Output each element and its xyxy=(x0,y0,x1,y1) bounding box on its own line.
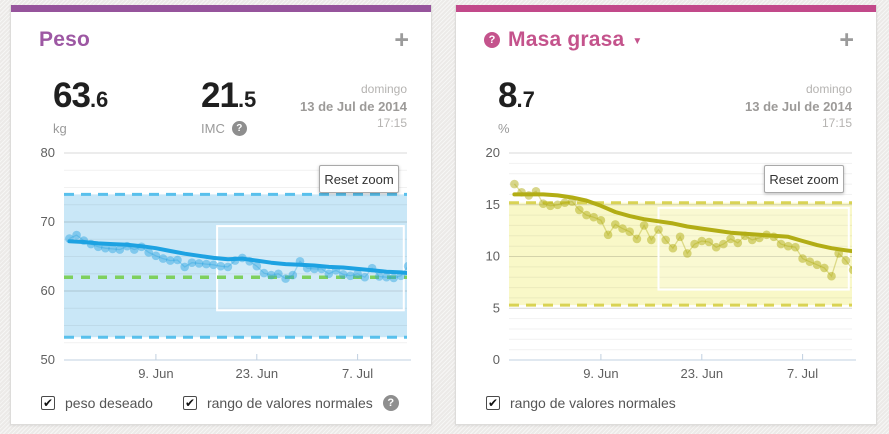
timestamp-time: 17:15 xyxy=(821,116,852,130)
imc-value: 21 xyxy=(201,76,239,115)
timestamp-time: 17:15 xyxy=(376,116,407,130)
legend-row: ✔ peso deseado ✔ rango de valores normal… xyxy=(41,395,399,411)
legend-goal-weight[interactable]: ✔ peso deseado xyxy=(41,395,153,411)
timestamp-date: 13 de Jul de 2014 xyxy=(300,99,407,114)
accent-bar xyxy=(456,5,876,12)
legend-normal-range[interactable]: ✔ rango de valores normales xyxy=(486,395,676,411)
panel-header: ? Masa grasa ▼ + xyxy=(456,12,876,54)
fat-mass-unit: % xyxy=(498,121,510,136)
weight-chart: 9. Jun 23. Jun 7. Jul 50 60 70 80 xyxy=(11,143,433,390)
timestamp-date: 13 de Jul de 2014 xyxy=(745,99,852,114)
add-measure-button[interactable]: + xyxy=(394,26,409,54)
fat-mass-value: 8 xyxy=(498,76,517,115)
weight-decimal: .6 xyxy=(89,87,109,112)
panel-header: Peso + xyxy=(11,12,431,54)
normal-range-label: rango de valores normales xyxy=(510,395,676,411)
normal-range-help-icon[interactable]: ? xyxy=(382,395,399,411)
svg-text:5: 5 xyxy=(493,300,500,315)
svg-text:20: 20 xyxy=(486,145,500,160)
panel-peso: Peso + 63.6 kg 21.5 IMC ? domingo 13 de … xyxy=(10,5,432,425)
fat-mass-decimal: .7 xyxy=(516,87,535,112)
timestamp: domingo 13 de Jul de 2014 17:15 xyxy=(745,81,852,132)
panel-masa-grasa: ? Masa grasa ▼ + 8.7 % domingo 13 de Jul… xyxy=(455,5,877,425)
imc-help-icon[interactable]: ? xyxy=(231,121,247,136)
legend-normal-range[interactable]: ✔ rango de valores normales ? xyxy=(182,395,399,411)
svg-text:0: 0 xyxy=(493,352,500,367)
page-title: Peso xyxy=(39,28,90,51)
normal-range-checkbox[interactable]: ✔ xyxy=(486,396,500,410)
normal-range-checkbox[interactable]: ✔ xyxy=(182,396,197,410)
weight-chart-canvas[interactable]: 9. Jun 23. Jun 7. Jul 50 60 70 80 xyxy=(11,143,433,390)
imc-unit: IMC xyxy=(201,121,225,136)
page-title[interactable]: Masa grasa xyxy=(508,28,625,51)
legend-row: ✔ rango de valores normales xyxy=(486,395,676,411)
weight-value: 63 xyxy=(53,76,91,115)
reset-zoom-button[interactable]: Reset zoom xyxy=(319,165,399,193)
svg-text:60: 60 xyxy=(41,283,55,298)
stats-row: 8.7 % domingo 13 de Jul de 2014 17:15 xyxy=(456,75,876,137)
svg-text:7. Jul: 7. Jul xyxy=(342,366,373,381)
svg-text:80: 80 xyxy=(41,145,55,160)
svg-text:23. Jun: 23. Jun xyxy=(235,366,278,381)
svg-text:50: 50 xyxy=(41,352,55,367)
normal-range-label: rango de valores normales xyxy=(206,395,373,411)
svg-text:10: 10 xyxy=(486,249,500,264)
svg-text:15: 15 xyxy=(486,197,500,212)
chevron-down-icon[interactable]: ▼ xyxy=(632,35,643,47)
svg-text:70: 70 xyxy=(41,214,55,229)
reset-zoom-button[interactable]: Reset zoom xyxy=(764,165,844,193)
stats-row: 63.6 kg 21.5 IMC ? domingo 13 de Jul de … xyxy=(11,75,431,137)
timestamp: domingo 13 de Jul de 2014 17:15 xyxy=(300,81,407,132)
svg-text:9. Jun: 9. Jun xyxy=(138,366,173,381)
add-measure-button[interactable]: + xyxy=(839,26,854,54)
timestamp-weekday: domingo xyxy=(360,82,407,96)
accent-bar xyxy=(11,5,431,12)
stat-imc: 21.5 IMC ? xyxy=(201,76,257,136)
goal-weight-label: peso deseado xyxy=(65,395,153,411)
goal-weight-checkbox[interactable]: ✔ xyxy=(41,396,55,410)
stat-weight: 63.6 kg xyxy=(53,76,109,136)
masa-grasa-help-icon[interactable]: ? xyxy=(484,32,500,48)
stat-fat-mass: 8.7 % xyxy=(498,76,535,136)
imc-decimal: .5 xyxy=(237,87,257,112)
timestamp-weekday: domingo xyxy=(805,82,852,96)
svg-text:23. Jun: 23. Jun xyxy=(680,366,723,381)
weight-unit: kg xyxy=(53,121,67,136)
svg-text:9. Jun: 9. Jun xyxy=(583,366,618,381)
svg-text:7. Jul: 7. Jul xyxy=(787,366,818,381)
